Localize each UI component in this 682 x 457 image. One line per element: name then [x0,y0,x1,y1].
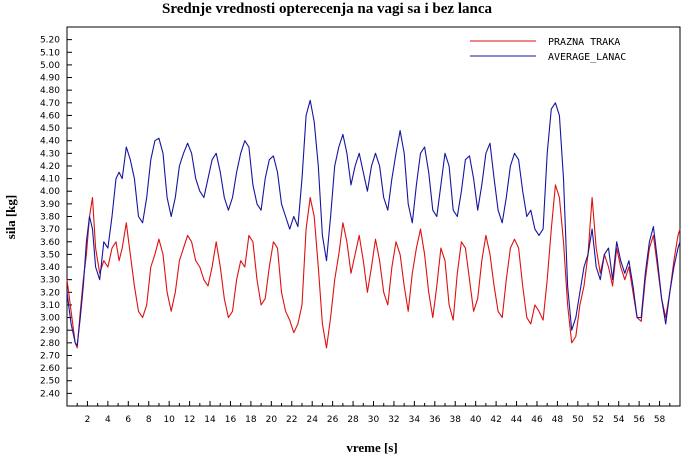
x-tick-label: 24 [306,415,318,425]
y-tick-label: 2.40 [40,389,60,399]
y-tick-label: 4.80 [40,86,60,96]
x-axis-title: vreme [s] [346,440,397,455]
y-tick-label: 3.80 [40,213,60,223]
x-tick-label: 50 [572,415,584,425]
x-tick-label: 30 [368,415,380,425]
y-tick-label: 4.10 [40,175,60,185]
legend-box [458,30,676,80]
x-tick-label: 20 [266,415,278,425]
y-tick-label: 3.70 [40,225,60,235]
y-tick-label: 3.20 [40,288,60,298]
y-tick-label: 3.40 [40,263,60,273]
y-tick-label: 5.20 [40,36,60,46]
y-tick-label: 2.70 [40,351,60,361]
series-line-prazna-traka [66,184,681,349]
series-line-average-lanac [66,99,681,346]
x-tick-label: 56 [633,415,645,425]
plot-area [66,26,681,407]
legend: PRAZNA TRAKA AVERAGE_LANAC [458,30,676,80]
x-tick-label: 40 [470,415,482,425]
y-tick-label: 2.50 [40,377,60,387]
y-tick-label: 4.00 [40,187,60,197]
y-tick-label: 2.80 [40,339,60,349]
x-tick-label: 18 [245,415,257,425]
x-tick-label: 16 [225,415,237,425]
y-tick-label: 4.30 [40,149,60,159]
x-tick-label: 12 [184,415,195,425]
x-tick-label: 26 [327,415,339,425]
x-tick-label: 28 [347,415,359,425]
x-tick-label: 36 [429,415,441,425]
x-tick-label: 4 [105,415,111,425]
x-tick-label: 46 [531,415,543,425]
x-tick-label: 2 [85,415,91,425]
y-tick-label: 4.40 [40,137,60,147]
x-axis: 2 4 6 8 10 12 14 16 18 20 22 24 26 28 30 32 34 36 38 40 42 44… [76,401,671,425]
chart-title: Srednje vrednosti opterecenja na vagi sa… [162,1,492,17]
y-tick-label: 4.60 [40,111,60,121]
x-tick-label: 44 [511,415,523,425]
x-tick-label: 58 [654,415,666,425]
x-tick-label: 32 [388,415,399,425]
legend-label-prazna-traka: PRAZNA TRAKA [548,37,620,48]
y-tick-label: 3.90 [40,200,60,210]
x-tick-label: 10 [163,415,175,425]
x-tick-label: 6 [125,415,131,425]
y-tick-label: 3.10 [40,301,60,311]
y-tick-label: 5.00 [40,61,60,71]
y-tick-label: 4.20 [40,162,60,172]
y-tick-label: 3.00 [40,314,60,324]
x-tick-label: 38 [450,415,462,425]
x-tick-label: 48 [552,415,564,425]
x-tick-label: 14 [204,415,216,425]
x-tick-label: 34 [409,415,421,425]
y-tick-label: 3.60 [40,238,60,248]
y-axis-title: sila [kg] [3,195,18,239]
x-tick-label: 8 [146,415,152,425]
y-axis: 2.40 2.50 2.60 2.70 2.80 2.90 3.00 3.10 3.20 3.30… [40,36,72,399]
x-tick-label: 22 [286,415,297,425]
y-tick-label: 5.10 [40,48,60,58]
legend-label-average-lanac: AVERAGE_LANAC [548,52,626,63]
series-layer [66,99,681,349]
y-tick-label: 4.70 [40,99,60,109]
y-tick-label: 2.90 [40,326,60,336]
x-tick-label: 52 [593,415,604,425]
x-tick-label: 54 [613,415,625,425]
y-tick-label: 4.90 [40,74,60,84]
y-tick-label: 2.60 [40,364,60,374]
x-tick-label: 42 [490,415,501,425]
y-tick-label: 3.50 [40,250,60,260]
y-tick-label: 3.30 [40,276,60,286]
y-tick-label: 4.50 [40,124,60,134]
